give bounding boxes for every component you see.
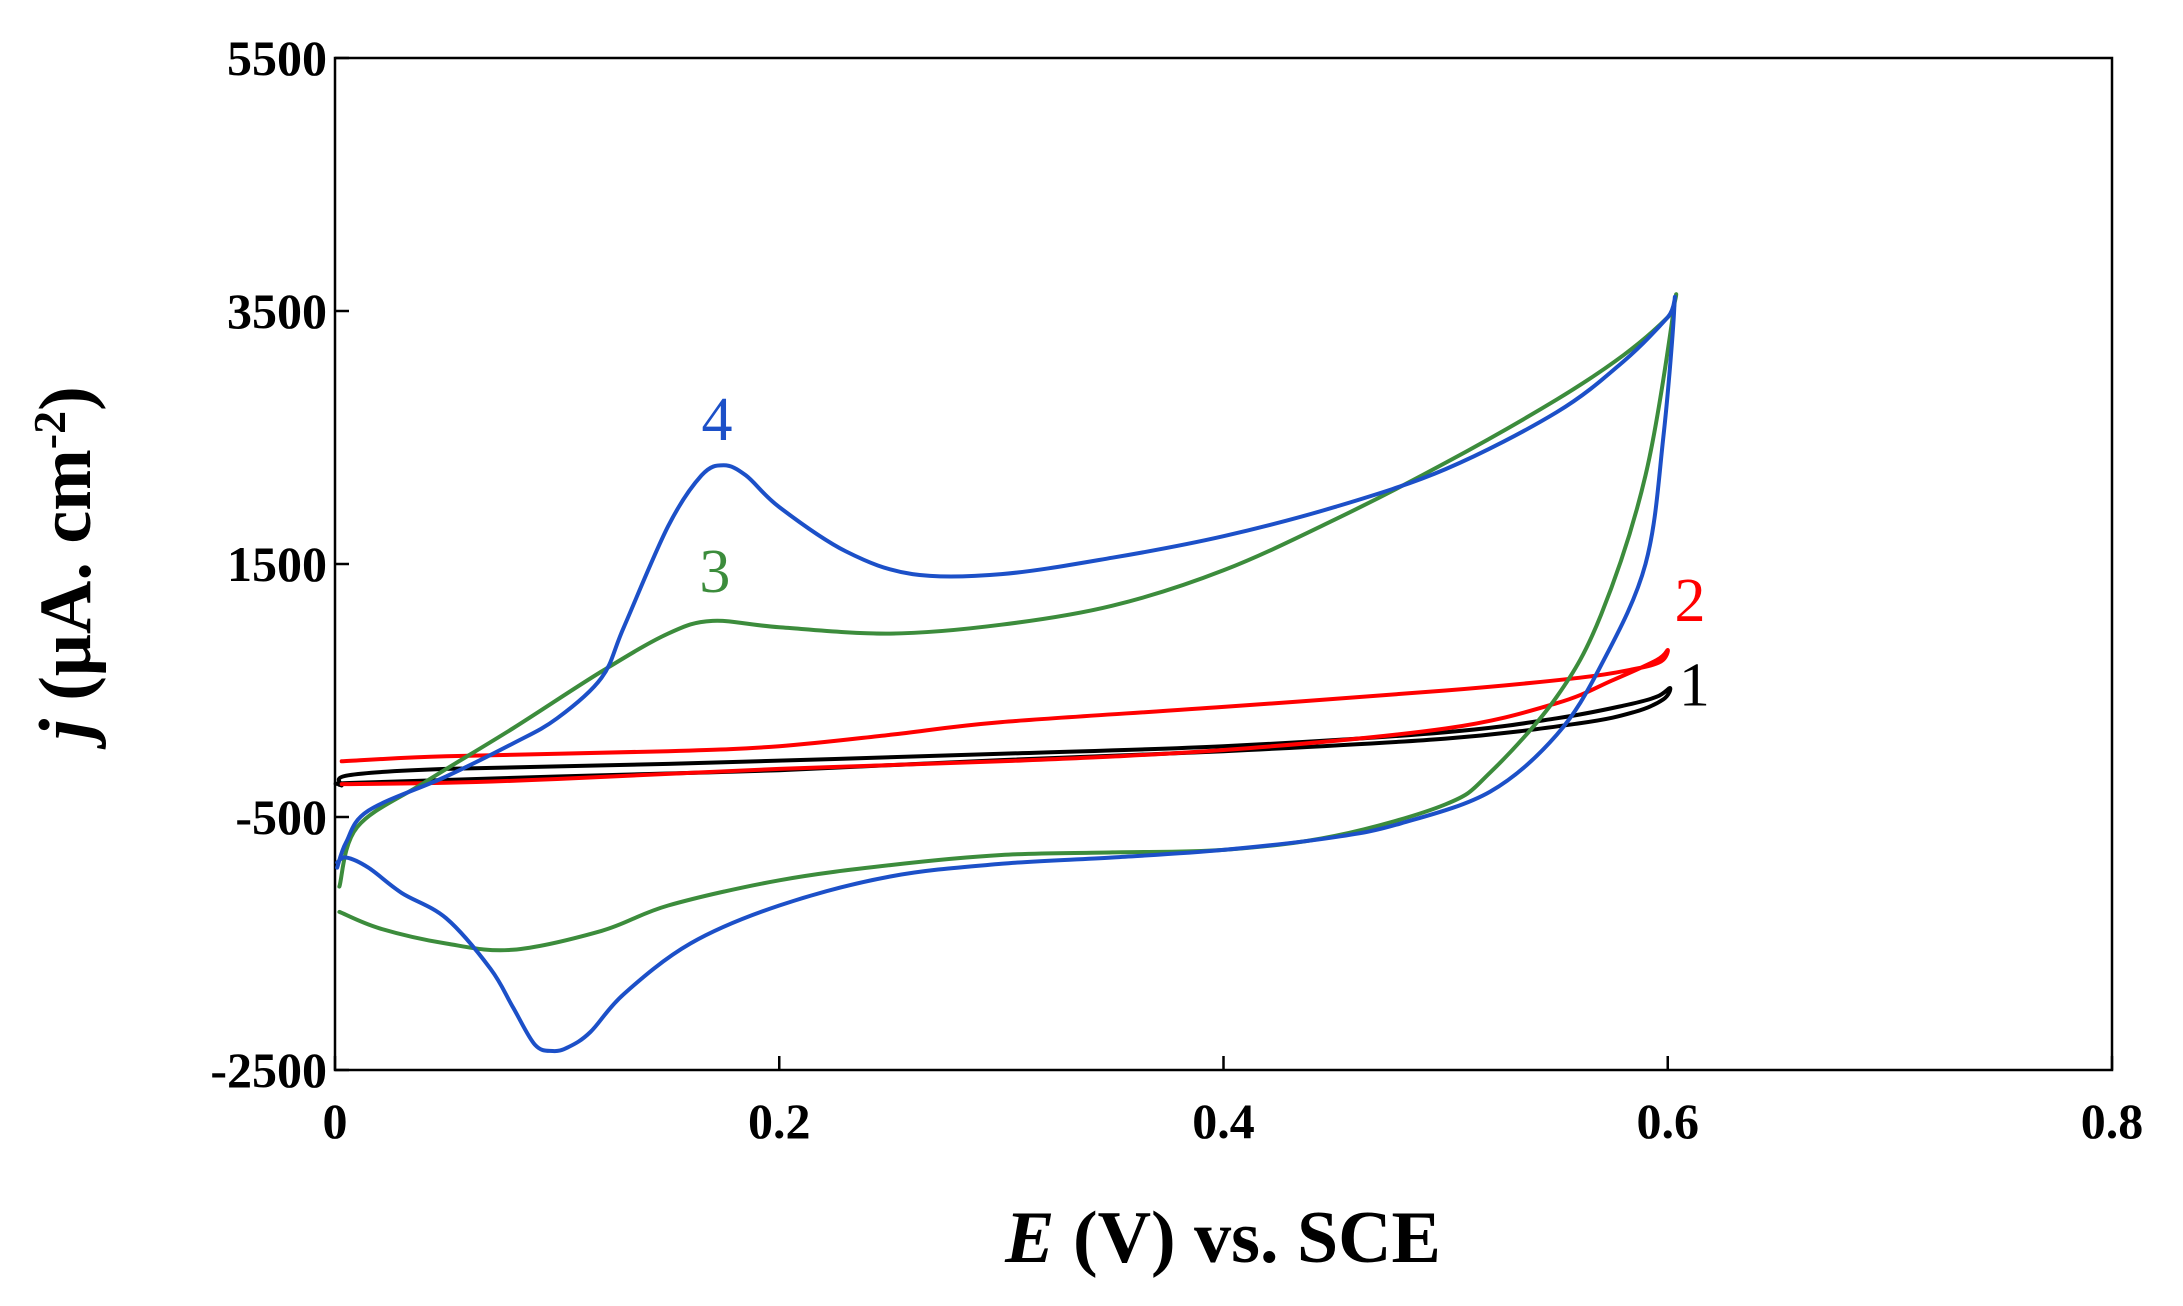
y-axis-variable: j: [25, 719, 107, 750]
y-axis-unit: (μA. cm: [25, 449, 107, 719]
curve-label-4: 4: [702, 386, 733, 454]
y-tick-label: 5500: [227, 30, 327, 86]
curve-label-2: 2: [1674, 567, 1705, 635]
x-axis-title: E (V) vs. SCE: [1004, 1197, 1441, 1279]
curve-label-1: 1: [1679, 652, 1710, 720]
x-tick-label: 0.2: [748, 1093, 811, 1149]
tick-marks: [333, 56, 2114, 1072]
x-tick-label: 0.4: [1192, 1093, 1255, 1149]
y-axis-unit-exponent: -2: [24, 411, 75, 449]
series-layer: [333, 292, 1679, 1054]
plot-frame: [333, 56, 2114, 1072]
curve-labels: 1 2 3 4: [699, 386, 1710, 720]
y-tick-label: -500: [235, 789, 327, 845]
series-1-line: [333, 686, 1673, 788]
series-3-line: [337, 292, 1679, 953]
x-tick-label: 0: [323, 1093, 348, 1149]
x-tick-label: 0.8: [2081, 1093, 2144, 1149]
y-axis-unit-close: ): [25, 386, 107, 411]
series-4-line: [335, 294, 1677, 1054]
curve-label-3: 3: [699, 538, 730, 606]
y-tick-labels: -2500 -500 1500 3500 5500: [210, 30, 327, 1098]
x-tick-label: 0.6: [1637, 1093, 1700, 1149]
y-tick-label: 3500: [227, 283, 327, 339]
x-axis-variable: E: [1004, 1197, 1054, 1279]
series-2-line: [339, 647, 1670, 787]
y-axis-title: j (μA. cm-2): [24, 386, 108, 750]
x-tick-labels: 0 0.2 0.4 0.6 0.8: [323, 1093, 2144, 1149]
y-tick-label: 1500: [227, 536, 327, 592]
y-tick-label: -2500: [210, 1042, 327, 1098]
x-axis-unit: (V) vs. SCE: [1054, 1197, 1440, 1279]
